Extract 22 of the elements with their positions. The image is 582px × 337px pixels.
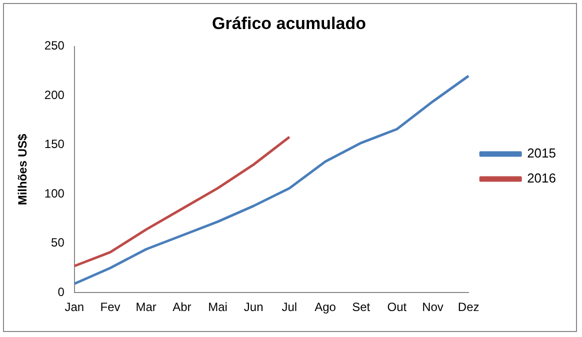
- y-tick-label: 0: [58, 284, 65, 299]
- x-tick-label: Out: [387, 300, 408, 314]
- chart-title: Gráfico acumulado: [212, 14, 366, 33]
- y-tick-label: 150: [44, 137, 65, 152]
- legend-label: 2015: [527, 146, 556, 161]
- x-tick-label: Abr: [172, 300, 192, 314]
- x-tick-label: Fev: [100, 300, 120, 314]
- x-tick-label: Set: [352, 300, 371, 314]
- x-tick-label: Mar: [136, 300, 156, 314]
- y-tick-label: 100: [44, 186, 65, 200]
- legend-label: 2016: [527, 170, 556, 186]
- y-tick-label: 200: [44, 88, 65, 102]
- x-tick-label: Jul: [282, 300, 298, 314]
- x-tick-label: Jan: [64, 300, 84, 314]
- y-axis-title: Milhões US$: [16, 134, 30, 206]
- x-tick-label: Mai: [208, 300, 228, 314]
- x-tick-label: Dez: [458, 300, 480, 314]
- y-tick-label: 250: [44, 38, 65, 53]
- x-tick-label: Nov: [422, 300, 444, 314]
- x-tick-label: Ago: [314, 300, 336, 314]
- x-tick-label: Jun: [244, 300, 264, 314]
- y-tick-label: 50: [51, 236, 65, 250]
